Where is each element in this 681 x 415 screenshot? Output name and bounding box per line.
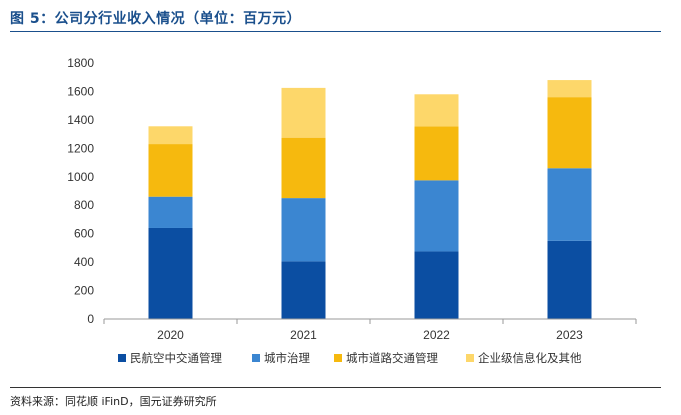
legend-swatch (252, 354, 260, 362)
source-rule (10, 387, 661, 388)
y-tick-label: 1800 (67, 56, 94, 70)
legend-label: 城市道路交通管理 (346, 351, 438, 365)
legend-swatch (466, 354, 474, 362)
y-tick-label: 1000 (67, 170, 94, 184)
bars (148, 80, 592, 319)
bar-2022-series-2 (414, 180, 459, 252)
bar-2023-series-4 (547, 80, 592, 98)
bar-2020-series-3 (148, 144, 193, 197)
bar-2022-series-4 (414, 94, 459, 127)
bar-2022-series-1 (414, 251, 459, 319)
y-tick-label: 600 (74, 227, 94, 241)
bar-2023-series-2 (547, 168, 592, 241)
y-tick-label: 200 (74, 284, 94, 298)
y-axis: 0 200 400 600 800 1000 1200 1400 1600 1800 (67, 56, 94, 326)
bar-2021-series-2 (281, 198, 326, 262)
legend-label: 城市治理 (264, 351, 310, 365)
legend-label: 民航空中交通管理 (130, 351, 222, 365)
bar-2021-series-4 (281, 87, 326, 138)
legend: 民航空中交通管理 城市治理 城市道路交通管理 企业级信息化及其他 (118, 351, 582, 365)
y-tick-label: 1600 (67, 84, 94, 98)
x-tick-label: 2022 (423, 328, 450, 342)
y-tick-label: 1400 (67, 113, 94, 127)
x-tick-label: 2023 (556, 328, 583, 342)
x-tick-label: 2021 (290, 328, 317, 342)
bar-2023-series-3 (547, 97, 592, 169)
y-tick-label: 400 (74, 255, 94, 269)
legend-label: 企业级信息化及其他 (478, 351, 582, 365)
bar-2023-series-1 (547, 240, 592, 319)
figure-title: 图 5：公司分行业收入情况（单位：百万元） (10, 11, 302, 27)
y-tick-label: 800 (74, 198, 94, 212)
source-note: 资料来源：同花顺 iFinD，国元证券研究所 (10, 395, 217, 408)
bar-2021-series-3 (281, 137, 326, 199)
bar-2020-series-2 (148, 196, 193, 228)
legend-swatch (334, 354, 342, 362)
bar-2022-series-3 (414, 126, 459, 181)
title-rule (10, 31, 661, 32)
bar-2020-series-4 (148, 126, 193, 145)
y-tick-label: 0 (87, 312, 94, 326)
bar-2021-series-1 (281, 261, 326, 319)
bar-2020-series-1 (148, 227, 193, 319)
legend-swatch (118, 354, 126, 362)
y-tick-label: 1200 (67, 141, 94, 155)
x-axis: 2020 2021 2022 2023 (103, 318, 637, 342)
x-tick-label: 2020 (157, 328, 184, 342)
